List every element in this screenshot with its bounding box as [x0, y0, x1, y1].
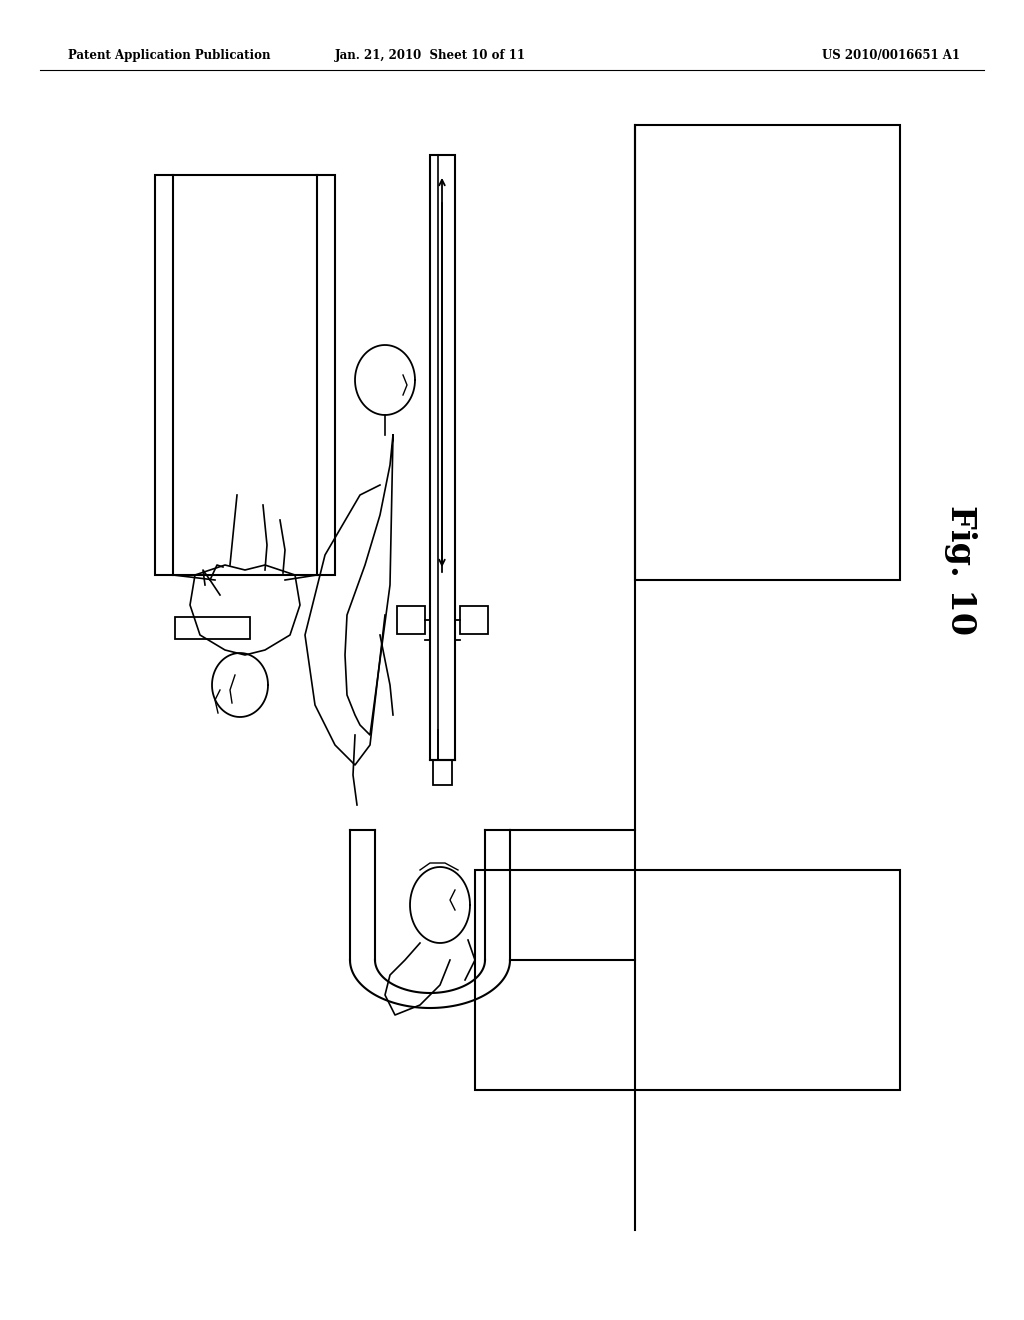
- Text: Jan. 21, 2010  Sheet 10 of 11: Jan. 21, 2010 Sheet 10 of 11: [335, 49, 525, 62]
- Bar: [460, 606, 488, 634]
- Text: Fig. 10: Fig. 10: [943, 506, 977, 635]
- Bar: [475, 870, 900, 1090]
- Text: Patent Application Publication: Patent Application Publication: [68, 49, 270, 62]
- Bar: [175, 616, 250, 639]
- Bar: [155, 176, 335, 576]
- Bar: [433, 760, 452, 785]
- Bar: [397, 606, 425, 634]
- Bar: [635, 125, 900, 579]
- Text: US 2010/0016651 A1: US 2010/0016651 A1: [822, 49, 961, 62]
- Bar: [430, 154, 455, 760]
